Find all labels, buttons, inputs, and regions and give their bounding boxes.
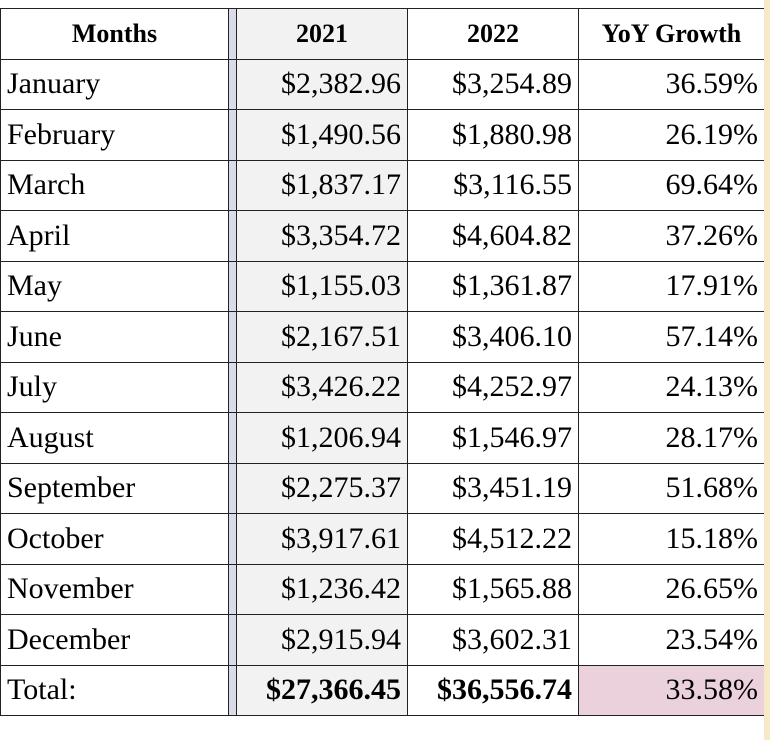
value-2021-cell[interactable]: $2,167.51 — [236, 311, 408, 363]
table-row: March $1,837.17 $3,116.55 69.64% — [0, 159, 765, 211]
header-2022[interactable]: 2022 — [407, 8, 579, 60]
value-2022-cell[interactable]: $3,254.89 — [407, 58, 579, 110]
yoy-growth-cell[interactable]: 57.14% — [578, 311, 765, 363]
frozen-column-divider[interactable] — [228, 563, 237, 615]
yoy-growth-cell[interactable]: 69.64% — [578, 159, 765, 211]
value-2021-cell[interactable]: $1,490.56 — [236, 109, 408, 161]
value-2021-cell[interactable]: $2,382.96 — [236, 58, 408, 110]
value-2021-cell[interactable]: $3,354.72 — [236, 210, 408, 262]
yoy-growth-cell[interactable]: 15.18% — [578, 513, 765, 565]
frozen-column-divider[interactable] — [228, 513, 237, 565]
value-2022-cell[interactable]: $3,116.55 — [407, 159, 579, 211]
adjacent-column-edge — [764, 0, 770, 740]
yoy-growth-cell[interactable]: 23.54% — [578, 614, 765, 666]
yoy-growth-cell[interactable]: 26.19% — [578, 109, 765, 161]
value-2022-cell[interactable]: $1,361.87 — [407, 260, 579, 312]
yoy-growth-cell[interactable]: 36.59% — [578, 58, 765, 110]
total-yoy-cell[interactable]: 33.58% — [578, 664, 765, 716]
header-2021[interactable]: 2021 — [236, 8, 408, 60]
value-2022-cell[interactable]: $4,252.97 — [407, 361, 579, 413]
table-row: May $1,155.03 $1,361.87 17.91% — [0, 260, 765, 312]
total-row: Total: $27,366.45 $36,556.74 33.58% — [0, 664, 765, 716]
table-row: November $1,236.42 $1,565.88 26.65% — [0, 563, 765, 615]
header-row: Months 2021 2022 YoY Growth — [0, 8, 765, 60]
value-2022-cell[interactable]: $1,565.88 — [407, 563, 579, 615]
yoy-growth-cell[interactable]: 37.26% — [578, 210, 765, 262]
frozen-column-divider[interactable] — [228, 412, 237, 464]
total-2022-cell[interactable]: $36,556.74 — [407, 664, 579, 716]
value-2022-cell[interactable]: $4,512.22 — [407, 513, 579, 565]
frozen-column-divider[interactable] — [228, 58, 237, 110]
table-row: February $1,490.56 $1,880.98 26.19% — [0, 109, 765, 161]
yoy-growth-cell[interactable]: 26.65% — [578, 563, 765, 615]
value-2022-cell[interactable]: $1,880.98 — [407, 109, 579, 161]
month-cell[interactable]: July — [0, 361, 229, 413]
month-cell[interactable]: December — [0, 614, 229, 666]
frozen-column-divider[interactable] — [228, 462, 237, 514]
value-2021-cell[interactable]: $3,426.22 — [236, 361, 408, 413]
month-cell[interactable]: June — [0, 311, 229, 363]
value-2022-cell[interactable]: $3,602.31 — [407, 614, 579, 666]
table-row: April $3,354.72 $4,604.82 37.26% — [0, 210, 765, 262]
table-row: December $2,915.94 $3,602.31 23.54% — [0, 614, 765, 666]
total-2021-cell[interactable]: $27,366.45 — [236, 664, 408, 716]
value-2021-cell[interactable]: $2,915.94 — [236, 614, 408, 666]
table-row: September $2,275.37 $3,451.19 51.68% — [0, 462, 765, 514]
value-2022-cell[interactable]: $4,604.82 — [407, 210, 579, 262]
yoy-growth-cell[interactable]: 28.17% — [578, 412, 765, 464]
value-2022-cell[interactable]: $3,451.19 — [407, 462, 579, 514]
frozen-column-divider[interactable] — [228, 361, 237, 413]
yoy-growth-cell[interactable]: 24.13% — [578, 361, 765, 413]
header-months[interactable]: Months — [0, 8, 229, 60]
sales-table: Months 2021 2022 YoY Growth January $2,38… — [0, 8, 765, 716]
value-2021-cell[interactable]: $1,837.17 — [236, 159, 408, 211]
month-cell[interactable]: May — [0, 260, 229, 312]
value-2021-cell[interactable]: $1,155.03 — [236, 260, 408, 312]
grid-top-edge — [0, 0, 770, 8]
value-2022-cell[interactable]: $1,546.97 — [407, 412, 579, 464]
yoy-growth-cell[interactable]: 51.68% — [578, 462, 765, 514]
value-2021-cell[interactable]: $2,275.37 — [236, 462, 408, 514]
table-row: January $2,382.96 $3,254.89 36.59% — [0, 58, 765, 110]
frozen-column-divider[interactable] — [228, 311, 237, 363]
month-cell[interactable]: September — [0, 462, 229, 514]
frozen-column-divider[interactable] — [228, 159, 237, 211]
month-cell[interactable]: March — [0, 159, 229, 211]
frozen-column-divider[interactable] — [228, 664, 237, 716]
value-2021-cell[interactable]: $3,917.61 — [236, 513, 408, 565]
value-2022-cell[interactable]: $3,406.10 — [407, 311, 579, 363]
value-2021-cell[interactable]: $1,236.42 — [236, 563, 408, 615]
frozen-column-divider[interactable] — [228, 614, 237, 666]
frozen-column-divider[interactable] — [228, 8, 237, 60]
month-cell[interactable]: October — [0, 513, 229, 565]
month-cell[interactable]: November — [0, 563, 229, 615]
table-row: August $1,206.94 $1,546.97 28.17% — [0, 412, 765, 464]
month-cell[interactable]: February — [0, 109, 229, 161]
month-cell[interactable]: August — [0, 412, 229, 464]
frozen-column-divider[interactable] — [228, 260, 237, 312]
table-row: October $3,917.61 $4,512.22 15.18% — [0, 513, 765, 565]
total-label-cell[interactable]: Total: — [0, 664, 229, 716]
frozen-column-divider[interactable] — [228, 210, 237, 262]
table-body: January $2,382.96 $3,254.89 36.59% February $… — [0, 58, 765, 666]
table-row: June $2,167.51 $3,406.10 57.14% — [0, 311, 765, 363]
value-2021-cell[interactable]: $1,206.94 — [236, 412, 408, 464]
month-cell[interactable]: January — [0, 58, 229, 110]
yoy-growth-cell[interactable]: 17.91% — [578, 260, 765, 312]
table-row: July $3,426.22 $4,252.97 24.13% — [0, 361, 765, 413]
frozen-column-divider[interactable] — [228, 109, 237, 161]
month-cell[interactable]: April — [0, 210, 229, 262]
header-yoy-growth[interactable]: YoY Growth — [578, 8, 765, 60]
